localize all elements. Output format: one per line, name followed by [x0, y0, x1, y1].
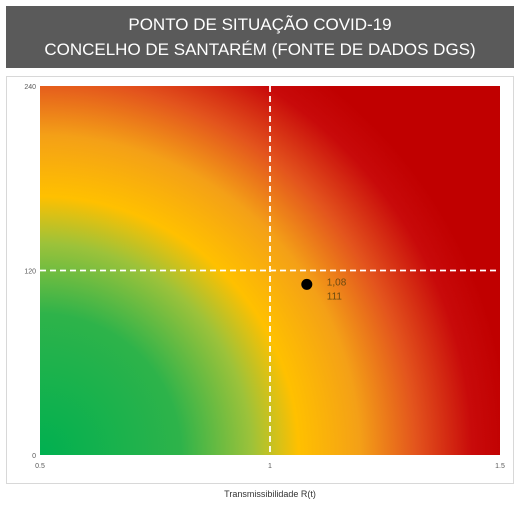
y-tick-label: 120 — [24, 269, 36, 276]
chart-title-line1: PONTO DE SITUAÇÃO COVID-19 — [128, 15, 392, 34]
chart-title-box: PONTO DE SITUAÇÃO COVID-19 CONCELHO DE S… — [6, 6, 514, 68]
x-tick-label: 1 — [268, 463, 272, 470]
x-tick-label: 0.5 — [35, 463, 45, 470]
y-tick-label: 240 — [24, 84, 36, 91]
data-point-label: 111 — [327, 291, 343, 302]
data-point-label: 1,08 — [327, 277, 347, 288]
chart-title-line2: CONCELHO DE SANTARÉM (FONTE DE DADOS DGS… — [44, 40, 476, 59]
y-tick-label: 0 — [32, 453, 36, 460]
x-tick-label: 1.5 — [495, 463, 505, 470]
data-point — [301, 278, 313, 290]
x-axis-label: Transmissibilidade R(t) — [224, 489, 316, 499]
